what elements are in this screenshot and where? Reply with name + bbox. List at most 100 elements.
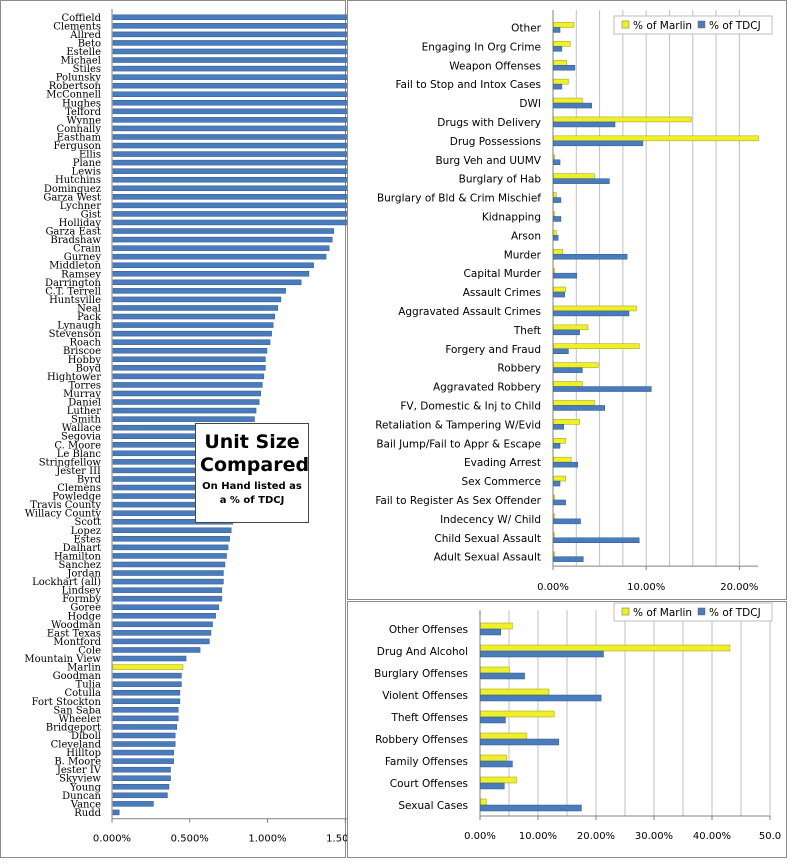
bar-of-tdcj-bail-jump-fail-to-appr-escape: [553, 443, 561, 449]
category-label-fort-stockton: Fort Stockton: [32, 697, 102, 708]
category-label-telford: Telford: [65, 107, 102, 118]
bar-of-marlin-drug-and-alcohol: [480, 644, 731, 652]
category-label-court-offenses: Court Offenses: [390, 778, 468, 790]
bar-of-marlin-indecency-w-child: [553, 513, 555, 520]
category-label-garza-west: Garza West: [43, 192, 101, 203]
category-label-adult-sexual-assault: Adult Sexual Assault: [434, 552, 541, 564]
category-label-roach: Roach: [69, 338, 101, 349]
bar-of-tdcj-burglary-of-bld-crim-mischief: [553, 197, 562, 203]
category-label-arson: Arson: [511, 230, 541, 242]
bar-hightower: [112, 373, 265, 380]
category-label-child-sexual-assault: Child Sexual Assault: [434, 533, 541, 545]
category-label-drug-possessions: Drug Possessions: [450, 136, 541, 148]
category-label-darrington: Darrington: [45, 278, 102, 289]
category-label-montford: Montford: [53, 637, 101, 648]
category-label-connally: Connally: [56, 124, 101, 135]
bar-dalhart: [112, 544, 229, 551]
category-label-lewis: Lewis: [72, 167, 101, 178]
category-label-east-texas: East Texas: [47, 628, 101, 639]
bar-of-marlin-retaliation-tampering-w-evid: [553, 419, 580, 425]
category-label-wheeler: Wheeler: [59, 714, 102, 725]
category-label-fv-domestic-inj-to-child: FV, Domestic & Inj to Child: [400, 400, 541, 412]
bar-of-tdcj-other: [553, 27, 561, 33]
category-label-fail-to-stop-and-intox-cases: Fail to Stop and Intox Cases: [395, 79, 541, 91]
bar-of-marlin-adult-sexual-assault: [553, 551, 555, 557]
bar-cole: [112, 647, 201, 653]
category-label-coffield: Coffield: [62, 13, 102, 24]
category-label-eastham: Eastham: [57, 132, 102, 143]
bar-torres: [112, 382, 263, 388]
bar-fort-stockton: [112, 698, 181, 705]
category-label-evading-arrest: Evading Arrest: [464, 457, 541, 469]
bar-duncan: [112, 792, 168, 799]
bar-of-tdcj-burg-veh-and-uumv: [553, 159, 561, 165]
category-label-smith: Smith: [71, 415, 102, 426]
bar-garza-east: [112, 228, 335, 234]
category-label-hodge: Hodge: [68, 611, 102, 622]
bar-of-marlin-burglary-of-hab: [553, 173, 595, 179]
category-label-forgery-and-fraud: Forgery and Fraud: [445, 344, 541, 356]
bar-lockhart-all: [112, 578, 224, 585]
category-label-plane: Plane: [73, 158, 101, 169]
bar-ellis: [112, 151, 381, 157]
bar-of-marlin-fv-domestic-inj-to-child: [553, 400, 595, 406]
category-label-burglary-of-bld-crim-mischief: Burglary of Bld & Crim Mischief: [377, 193, 541, 205]
offense-category-chart: 0.00% 10.00% 20.00% 30.00% 40.00% 50.0 Other O…: [374, 602, 781, 842]
bar-young: [112, 784, 170, 790]
category-label-robertson: Robertson: [49, 81, 102, 92]
category-label-sanchez: Sanchez: [59, 560, 101, 571]
bar-middleton: [112, 262, 314, 268]
bar-of-marlin-theft: [553, 324, 589, 331]
category-label-vance: Vance: [70, 799, 101, 810]
category-label-stringfellow: Stringfellow: [39, 457, 102, 468]
bar-pack: [112, 313, 275, 320]
bar-marlin: [112, 664, 184, 670]
category-label-torres: Torres: [68, 380, 101, 391]
category-label-lindsey: Lindsey: [62, 586, 102, 597]
bar-of-tdcj-violent-offenses: [480, 694, 602, 702]
bar-of-tdcj-dwi: [553, 102, 592, 109]
x-tick-label: 0.00%: [464, 831, 496, 842]
bar-of-marlin-sex-commerce: [553, 475, 566, 482]
category-label-neal: Neal: [77, 303, 101, 314]
bar-stevenson: [112, 330, 272, 337]
x-tick-label: 0.000%: [93, 834, 131, 845]
category-label-gurney: Gurney: [64, 252, 102, 263]
category-label-drugs-with-delivery: Drugs with Delivery: [437, 117, 541, 129]
bar-of-marlin-robbery: [553, 362, 599, 368]
category-label-jester-iv: Jester IV: [56, 765, 102, 776]
category-label-indecency-w-child: Indecency W/ Child: [440, 514, 541, 526]
category-label-goodman: Goodman: [53, 671, 102, 682]
bar-of-tdcj-robbery-offenses: [480, 738, 560, 746]
category-label-allred: Allred: [69, 30, 101, 41]
bar-of-tdcj-burglary-of-hab: [553, 178, 610, 184]
bar-c-t-terrell: [112, 288, 286, 294]
bar-woodman: [112, 621, 213, 628]
category-label-drug-and-alcohol: Drug And Alcohol: [377, 646, 468, 658]
category-label-other: Other: [511, 22, 541, 34]
bar-dominguez: [112, 185, 356, 192]
bar-of-tdcj-theft-offenses: [480, 716, 506, 724]
category-label-weapon-offenses: Weapon Offenses: [449, 60, 541, 72]
bar-murray: [112, 390, 261, 397]
category-label-aggravated-assault-crimes: Aggravated Assault Crimes: [398, 306, 541, 318]
x-tick-label: 40.00%: [693, 831, 731, 842]
category-label-polunsky: Polunsky: [56, 73, 102, 84]
bar-luther: [112, 407, 257, 414]
category-label-engaging-in-org-crime: Engaging In Org Crime: [422, 41, 541, 53]
category-label-hamilton: Hamilton: [54, 551, 102, 562]
category-label-woodman: Woodman: [51, 620, 101, 631]
legend-box: [613, 602, 773, 622]
category-label-theft: Theft: [513, 325, 541, 337]
category-label-scott: Scott: [74, 517, 101, 528]
bar-lindsey: [112, 587, 223, 593]
bar-tulia: [112, 681, 182, 687]
x-tick-label: 1.000%: [248, 834, 286, 845]
bar-roach: [112, 339, 271, 345]
bar-hutchins: [112, 176, 358, 183]
category-label-ferguson: Ferguson: [53, 141, 101, 152]
category-label-estes: Estes: [74, 534, 102, 545]
bar-of-tdcj-sexual-cases: [480, 804, 582, 812]
category-label-theft-offenses: Theft Offenses: [390, 712, 468, 724]
bar-sanchez: [112, 561, 226, 568]
